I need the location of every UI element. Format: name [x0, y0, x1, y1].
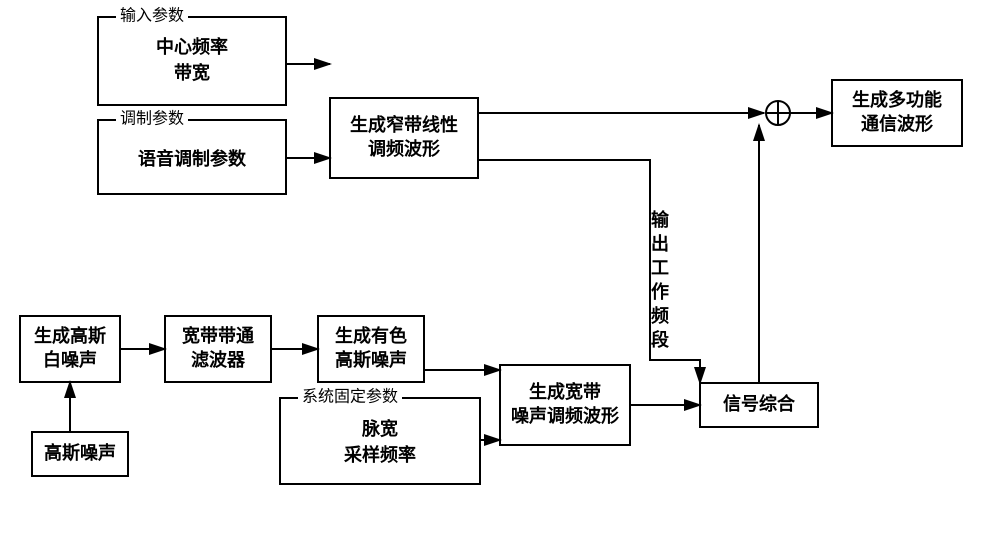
sys-params-line2: 采样频率	[343, 444, 416, 465]
group-input-params-title: 输入参数	[120, 7, 184, 25]
mid-label-char-5: 段	[651, 329, 670, 350]
gauss-noise-line1: 高斯噪声	[44, 442, 116, 463]
gen-gauss-white-line1: 生成高斯	[34, 325, 106, 346]
wideband-fm-line2: 噪声调频波形	[511, 405, 619, 426]
output-line2: 通信波形	[861, 113, 933, 134]
colored-noise-line1: 生成有色	[335, 325, 407, 346]
narrowband-box	[330, 98, 478, 178]
input-params-line1: 中心频率	[156, 36, 228, 57]
sys-params-line1: 脉宽	[361, 418, 398, 439]
signal-synth-line1: 信号综合	[723, 393, 796, 414]
mid-label-char-3: 作	[651, 281, 669, 302]
colored-noise-line2: 高斯噪声	[335, 349, 407, 370]
mid-label-char-1: 出	[651, 233, 669, 254]
diagram-canvas: 输入参数中心频率带宽调制参数语音调制参数系统固定参数脉宽采样频率 生成窄带线性调频…	[0, 0, 1000, 552]
group-input-params-frame	[98, 17, 286, 105]
mid-label-char-4: 频	[651, 305, 669, 326]
wideband-fm-box	[500, 365, 630, 445]
gen-gauss-white-line2: 白噪声	[43, 349, 97, 370]
mod-params-line1: 语音调制参数	[138, 148, 247, 169]
narrowband-line2: 调频波形	[368, 138, 440, 159]
mid-label-char-2: 工	[651, 258, 669, 278]
output-line1: 生成多功能	[852, 89, 942, 110]
mid-label-char-0: 输	[651, 209, 670, 230]
bandpass-line1: 宽带带通	[182, 325, 254, 346]
group-sys-params-frame	[280, 398, 480, 484]
narrowband-line1: 生成窄带线性	[350, 114, 458, 135]
group-sys-params-title: 系统固定参数	[302, 388, 398, 406]
input-params-line2: 带宽	[174, 62, 210, 83]
bandpass-line2: 滤波器	[191, 349, 246, 370]
group-mod-params-title: 调制参数	[120, 110, 184, 128]
wideband-fm-line1: 生成宽带	[529, 381, 601, 402]
